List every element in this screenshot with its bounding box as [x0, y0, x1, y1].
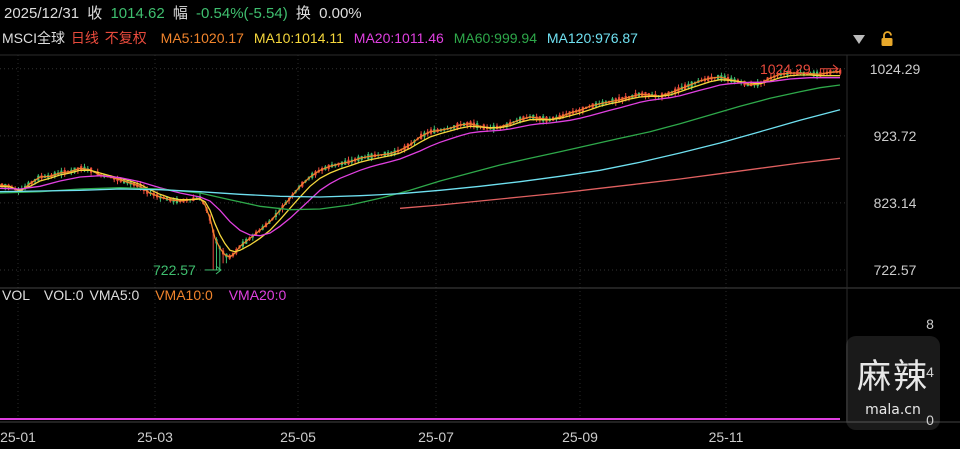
ma5-legend: MA5:1020.17	[160, 30, 244, 46]
price-tick-label: 1024.29	[870, 61, 921, 77]
period-selector[interactable]: 日线	[70, 30, 99, 46]
price-annotations: 1024.29 722.57	[153, 61, 839, 278]
price-tick-label: 722.57	[874, 262, 917, 278]
ma60-legend: MA60:999.94	[453, 30, 537, 46]
candle-body	[839, 69, 842, 74]
change-label: 幅	[172, 5, 188, 22]
dropdown-triangle-icon[interactable]	[850, 30, 868, 48]
volume-legend: VOL VOL:0 VMA5:0 VMA10:0 VMA20:0	[2, 287, 292, 303]
axis-labels: 1024.29 923.72 823.14 722.57 8 4 0 25-01 25-03 25…	[0, 61, 934, 445]
time-tick-label: 25-03	[137, 429, 173, 445]
price-tick-label: 923.72	[874, 128, 917, 144]
time-tick-label: 25-09	[562, 429, 598, 445]
time-tick-label: 25-07	[418, 429, 454, 445]
vma10-value: VMA10:0	[155, 287, 213, 303]
ma120-legend: MA120:976.87	[546, 30, 638, 46]
adjust-selector[interactable]: 不复权	[104, 30, 147, 46]
vma5-value: VMA5:0	[89, 287, 140, 303]
change-value: -0.54%(-5.54)	[196, 5, 288, 22]
watermark-main: 麻辣	[857, 356, 929, 397]
index-name: MSCI全球	[2, 30, 65, 46]
ma20-legend: MA20:1011.46	[353, 30, 444, 46]
line-ma5	[0, 71, 841, 258]
quote-date: 2025/12/31	[4, 5, 80, 22]
watermark-sub: mala.cn	[865, 401, 921, 418]
candlesticks	[0, 68, 842, 270]
line-ma10	[0, 74, 840, 253]
volume-tick-label: 4	[926, 364, 934, 380]
ma-legend: MSCI全球 日线 不复权 MA5:1020.17 MA10:1014.11 M…	[2, 28, 644, 48]
vol-title: VOL	[2, 287, 31, 303]
close-label: 收	[87, 5, 103, 22]
quote-header: 2025/12/31 收 1014.62 幅 -0.54%(-5.54) 换 0…	[4, 2, 366, 24]
volume-tick-label: 0	[926, 412, 934, 428]
grid-lines	[0, 54, 960, 423]
mala-watermark-logo: 麻辣 mala.cn	[846, 336, 940, 430]
line-ma60	[0, 84, 841, 211]
turnover-value: 0.00%	[319, 5, 362, 22]
low-price-arrowhead	[215, 265, 222, 275]
vol-value: VOL:0	[43, 287, 84, 303]
lock-icon[interactable]	[878, 30, 896, 48]
volume-tick-label: 8	[926, 316, 934, 332]
time-tick-label: 25-11	[709, 429, 744, 445]
line-ma120	[0, 109, 841, 198]
close-value: 1014.62	[110, 5, 165, 22]
low-price-label: 722.57	[153, 262, 196, 278]
ma10-legend: MA10:1014.11	[253, 30, 344, 46]
line-ma250	[399, 157, 841, 209]
vma20-value: VMA20:0	[228, 287, 287, 303]
moving-average-lines	[0, 71, 841, 258]
time-tick-label: 25-01	[0, 429, 36, 445]
price-tick-label: 823.14	[874, 195, 917, 211]
line-ma20	[0, 77, 840, 237]
high-price-arrowhead	[832, 64, 839, 74]
time-tick-label: 25-05	[280, 429, 316, 445]
high-price-label: 1024.29	[760, 61, 811, 77]
turnover-label: 换	[295, 5, 311, 22]
